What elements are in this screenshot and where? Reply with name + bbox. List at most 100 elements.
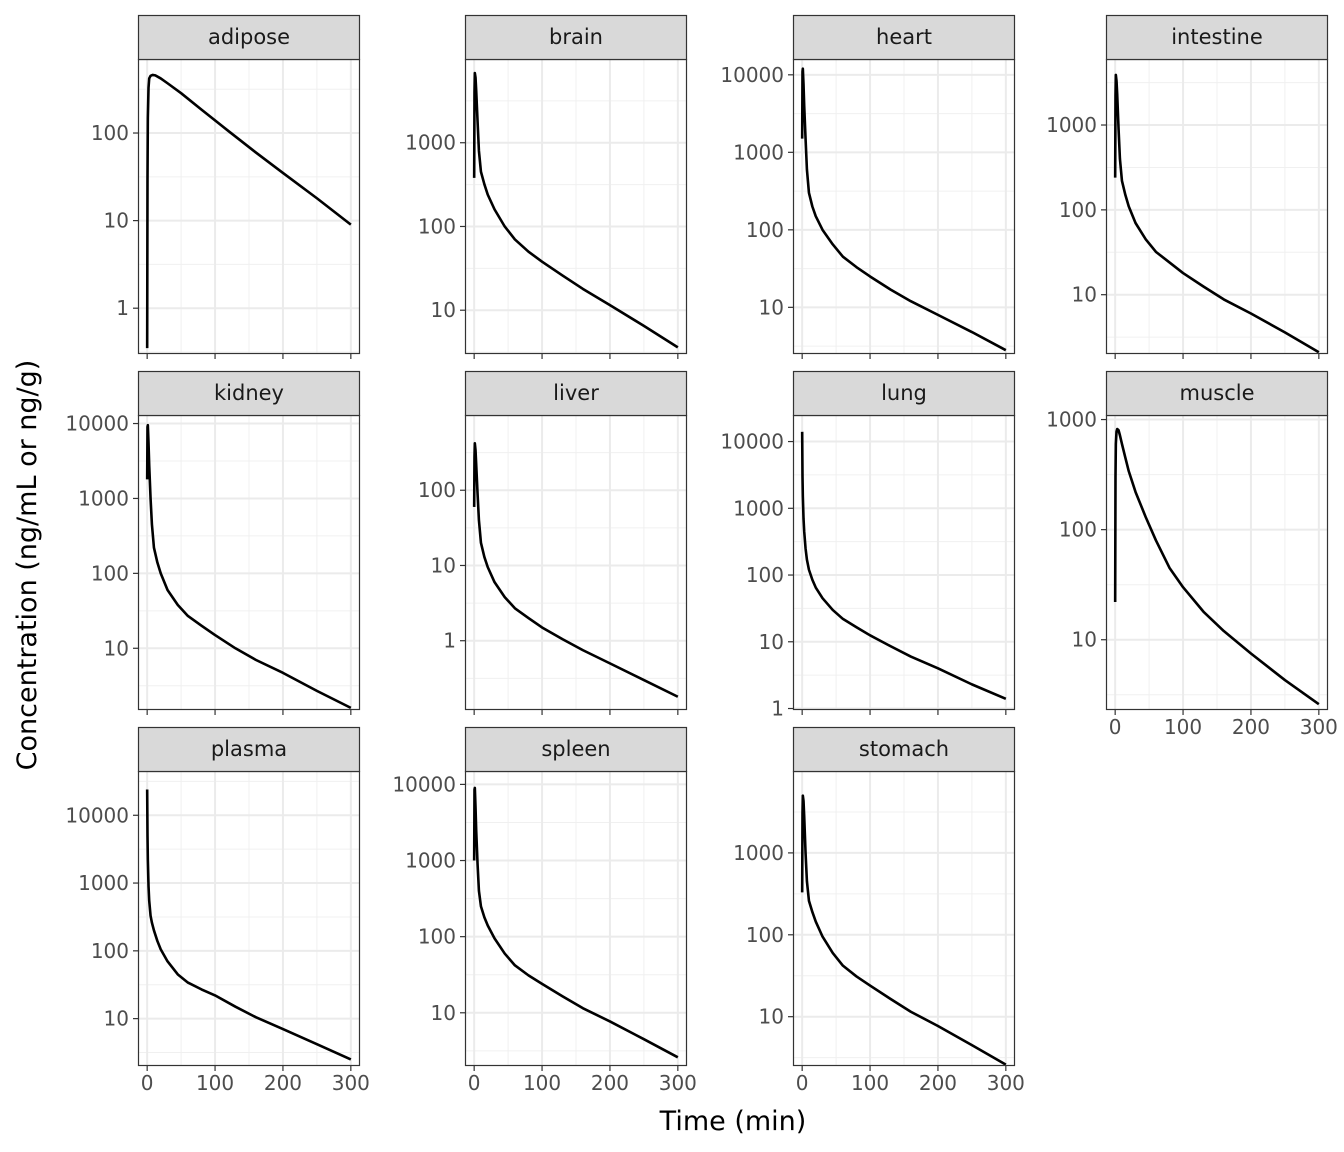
y-tick-label: 100 xyxy=(91,121,129,145)
series-line-stomach xyxy=(800,794,1007,1066)
series-line-muscle xyxy=(1113,427,1320,706)
facet-plasma: plasma 10 100 1000 10000 0 100 200 300 xyxy=(65,726,370,1095)
x-tick-label: 300 xyxy=(1300,715,1338,739)
x-tick-label: 200 xyxy=(591,1071,629,1095)
strip-label-liver: liver xyxy=(553,381,599,405)
y-tick-label: 1 xyxy=(771,697,784,721)
strip-brain xyxy=(464,14,688,61)
x-tick-label: 300 xyxy=(659,1071,697,1095)
y-tick-label: 100 xyxy=(746,923,784,947)
y-tick-label: 10000 xyxy=(392,772,456,796)
strip-liver xyxy=(464,370,688,417)
y-tick-label: 1000 xyxy=(78,871,129,895)
facet-lung: lung 1 10 100 1000 10000 xyxy=(720,370,1016,721)
y-tick-label: 10000 xyxy=(720,63,784,87)
y-tick-label: 100 xyxy=(418,214,456,238)
facet-liver: liver 1 10 100 xyxy=(418,370,688,715)
series-line-lung xyxy=(800,431,1007,700)
series-line-liver xyxy=(472,442,679,698)
series-line-brain xyxy=(472,71,679,349)
y-tick-label: 100 xyxy=(418,478,456,502)
facet-intestine: intestine 10 100 1000 xyxy=(1046,14,1329,359)
x-tick-label: 0 xyxy=(796,1071,809,1095)
y-tick-label: 100 xyxy=(1059,518,1097,542)
strip-adipose xyxy=(137,14,361,61)
series-line-heart xyxy=(800,67,1007,352)
y-tick-label: 10 xyxy=(104,209,129,233)
y-tick-label: 1000 xyxy=(733,841,784,865)
y-tick-label: 10 xyxy=(1072,283,1097,307)
facet-muscle: muscle 10 100 1000 0 100 200 300 xyxy=(1046,370,1338,739)
y-tick-label: 10 xyxy=(759,630,784,654)
x-tick-label: 0 xyxy=(1109,715,1122,739)
strip-stomach xyxy=(792,726,1016,773)
strip-label-intestine: intestine xyxy=(1171,25,1263,49)
x-tick-label: 100 xyxy=(523,1071,561,1095)
y-tick-label: 10 xyxy=(104,636,129,660)
series-line-intestine xyxy=(1113,73,1320,354)
facet-panels: adipose110100brain101001000heart10100100… xyxy=(65,14,1338,1095)
strip-label-adipose: adipose xyxy=(208,25,290,49)
x-tick-label: 200 xyxy=(919,1071,957,1095)
x-tick-label: 100 xyxy=(196,1071,234,1095)
strip-plasma xyxy=(137,726,361,773)
strip-label-lung: lung xyxy=(881,381,927,405)
strip-intestine xyxy=(1105,14,1329,61)
strip-heart xyxy=(792,14,1016,61)
y-tick-label: 10 xyxy=(431,553,456,577)
y-tick-label: 10 xyxy=(759,295,784,319)
facet-brain: brain 10 100 1000 xyxy=(405,14,688,359)
y-tick-label: 10 xyxy=(759,1005,784,1029)
x-axis-title: Time (min) xyxy=(659,1106,807,1137)
strip-kidney xyxy=(137,370,361,417)
strip-label-spleen: spleen xyxy=(541,737,610,761)
series-line-kidney xyxy=(145,423,352,710)
y-tick-label: 100 xyxy=(91,939,129,963)
y-tick-label: 100 xyxy=(1059,198,1097,222)
strip-label-heart: heart xyxy=(876,25,932,49)
x-tick-label: 100 xyxy=(851,1071,889,1095)
y-tick-label: 10000 xyxy=(65,412,129,436)
series-line-plasma xyxy=(145,789,352,1061)
facet-kidney: kidney 10 100 1000 10000 xyxy=(65,370,361,715)
y-tick-label: 10 xyxy=(1072,628,1097,652)
y-tick-label: 1000 xyxy=(78,486,129,510)
y-tick-label: 10 xyxy=(431,298,456,322)
y-tick-label: 10000 xyxy=(720,430,784,454)
strip-label-plasma: plasma xyxy=(211,737,287,761)
y-tick-label: 10 xyxy=(104,1007,129,1031)
x-tick-label: 100 xyxy=(1164,715,1202,739)
y-tick-label: 1000 xyxy=(1046,113,1097,137)
y-tick-label: 1000 xyxy=(405,849,456,873)
y-tick-label: 100 xyxy=(418,925,456,949)
series-line-spleen xyxy=(472,786,679,1059)
strip-lung xyxy=(792,370,1016,417)
y-tick-label: 10000 xyxy=(65,803,129,827)
strip-muscle xyxy=(1105,370,1329,417)
facet-heart: heart 10 100 1000 10000 xyxy=(720,14,1016,359)
x-tick-label: 200 xyxy=(264,1071,302,1095)
y-tick-label: 1000 xyxy=(1046,408,1097,432)
x-tick-label: 0 xyxy=(468,1071,481,1095)
y-tick-label: 100 xyxy=(91,561,129,585)
y-tick-label: 1 xyxy=(443,629,456,653)
y-tick-label: 1000 xyxy=(733,496,784,520)
y-axis-title: Concentration (ng/mL or ng/g) xyxy=(12,360,43,771)
y-tick-label: 10 xyxy=(431,1001,456,1025)
x-tick-label: 300 xyxy=(987,1071,1025,1095)
strip-label-kidney: kidney xyxy=(214,381,284,405)
y-tick-label: 1000 xyxy=(733,140,784,164)
x-tick-label: 200 xyxy=(1232,715,1270,739)
facet-spleen: spleen 10 100 1000 10000 0 100 200 300 xyxy=(392,726,697,1095)
strip-label-muscle: muscle xyxy=(1179,381,1254,405)
y-tick-label: 100 xyxy=(746,563,784,587)
y-tick-label: 1000 xyxy=(405,131,456,155)
x-tick-label: 0 xyxy=(141,1071,154,1095)
facet-stomach: stomach 10 100 1000 0 100 200 300 xyxy=(733,726,1025,1095)
strip-spleen xyxy=(464,726,688,773)
y-tick-label: 100 xyxy=(746,218,784,242)
x-tick-label: 300 xyxy=(332,1071,370,1095)
series-line-adipose xyxy=(145,73,352,349)
strip-label-stomach: stomach xyxy=(859,737,949,761)
